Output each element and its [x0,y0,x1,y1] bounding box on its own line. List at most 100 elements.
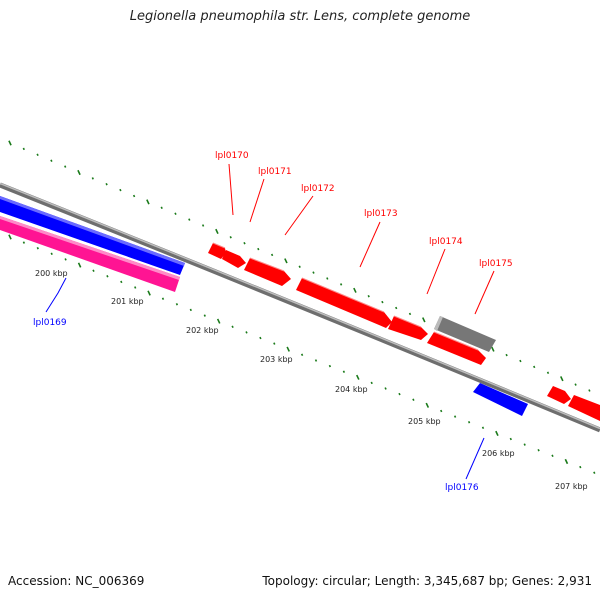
scale-dot [119,188,122,192]
gene-other-reverse[interactable] [0,216,180,292]
scale-dot [453,415,457,418]
scale-dot [328,364,332,368]
scale-dot [36,153,39,157]
scale-dot [574,383,577,386]
scale-dot [160,206,163,210]
scale-dot [505,353,508,357]
gene-lpl0172[interactable] [244,258,291,286]
tick-label-207: 207 kbp [555,482,588,491]
gene-lpl0176[interactable] [473,383,528,416]
scale-dot [216,318,221,324]
tick-label-206: 206 kbp [482,449,515,458]
scale-dot [398,392,401,396]
scale-dot [132,194,136,198]
scale-dot [215,228,219,235]
scale-dot [408,312,412,316]
scale-dot [495,430,499,437]
scale-dot [356,374,360,380]
scale-dot [286,346,290,352]
scale-dot [189,308,192,312]
scale-dot [467,420,471,424]
gene-label-lpl0175: lpl0175 [479,259,513,269]
tick-label-201: 201 kbp [111,297,144,306]
scale-dot [537,448,540,452]
scale-dot [300,353,304,357]
scale-dot [174,212,177,215]
gene-label-lpl0174: lpl0174 [429,237,463,247]
scale-dot [105,182,108,186]
scale-dot [22,147,25,151]
tick-label-205: 205 kbp [408,417,441,426]
scale-dot [588,389,591,392]
scale-dot [92,269,95,272]
scale-dot [284,258,288,264]
tick-label-202: 202 kbp [186,326,219,335]
scale-dot [36,246,39,250]
scale-dot [384,387,387,390]
gene-label-lpl0171: lpl0171 [258,167,292,177]
scale-dot [175,303,179,306]
gene-label-lpl0170: lpl0170 [215,151,249,161]
scale-dot [231,325,234,329]
scale-dot [147,290,151,296]
scale-dot [146,199,150,205]
scale-dot [270,253,274,257]
scale-dot [312,271,315,274]
summary-text: Topology: circular; Length: 3,345,687 bp… [262,574,592,588]
scale-dot [395,306,398,310]
scale-dot [491,346,495,352]
scale-dot [314,359,318,362]
gene-right-1[interactable] [547,386,571,404]
scale-dot [298,265,301,268]
gene-lpl0175[interactable] [427,332,486,365]
gene-label-lpl0176: lpl0176 [445,483,479,493]
scale-dot [422,317,426,323]
gene-lpl0170b[interactable] [222,250,246,268]
scale-dot [188,218,191,221]
scale-dot [259,336,262,340]
scale-dot [519,359,522,363]
scale-dot [203,314,206,317]
scale-dot [257,247,260,251]
scale-dot [551,454,554,458]
tick-label-204: 204 kbp [335,385,368,394]
scale-dot [533,365,536,369]
gene-lpl0173[interactable] [296,278,392,328]
scale-dot [134,286,137,289]
scale-dot [326,277,329,280]
scale-dot [523,443,526,446]
scale-dot [50,252,53,256]
scale-dot [425,402,430,408]
scale-dot [120,280,123,284]
gene-label-lpl0173: lpl0173 [364,209,398,219]
scale-dot [564,458,569,465]
scale-dot [245,331,248,334]
scale-dot [64,165,67,168]
scale-dot [381,300,384,304]
scale-dot [8,234,12,240]
tick-label-200: 200 kbp [35,269,68,278]
scale-dot [273,342,276,345]
scale-dot [22,241,26,244]
gene-right-2[interactable] [568,395,600,421]
gene-other[interactable] [434,316,496,352]
accession-text: Accession: NC_006369 [8,574,145,588]
scale-dot [481,426,485,430]
top-dot-row [8,140,591,392]
scale-dot [546,371,550,375]
gene-label-lpl0169: lpl0169 [33,318,67,328]
gene-lpl0174[interactable] [388,316,428,340]
scale-dot [106,275,109,278]
scale-dot [509,437,512,441]
scale-dot [440,409,443,413]
scale-dot [77,262,82,268]
scale-dot [560,376,564,382]
scale-dot [342,370,346,373]
scale-dot [91,177,94,180]
tick-label-203: 203 kbp [260,355,293,364]
scale-dot [229,236,232,239]
scale-dot [367,294,370,298]
scale-dot [243,241,246,245]
scale-dot [339,283,343,286]
